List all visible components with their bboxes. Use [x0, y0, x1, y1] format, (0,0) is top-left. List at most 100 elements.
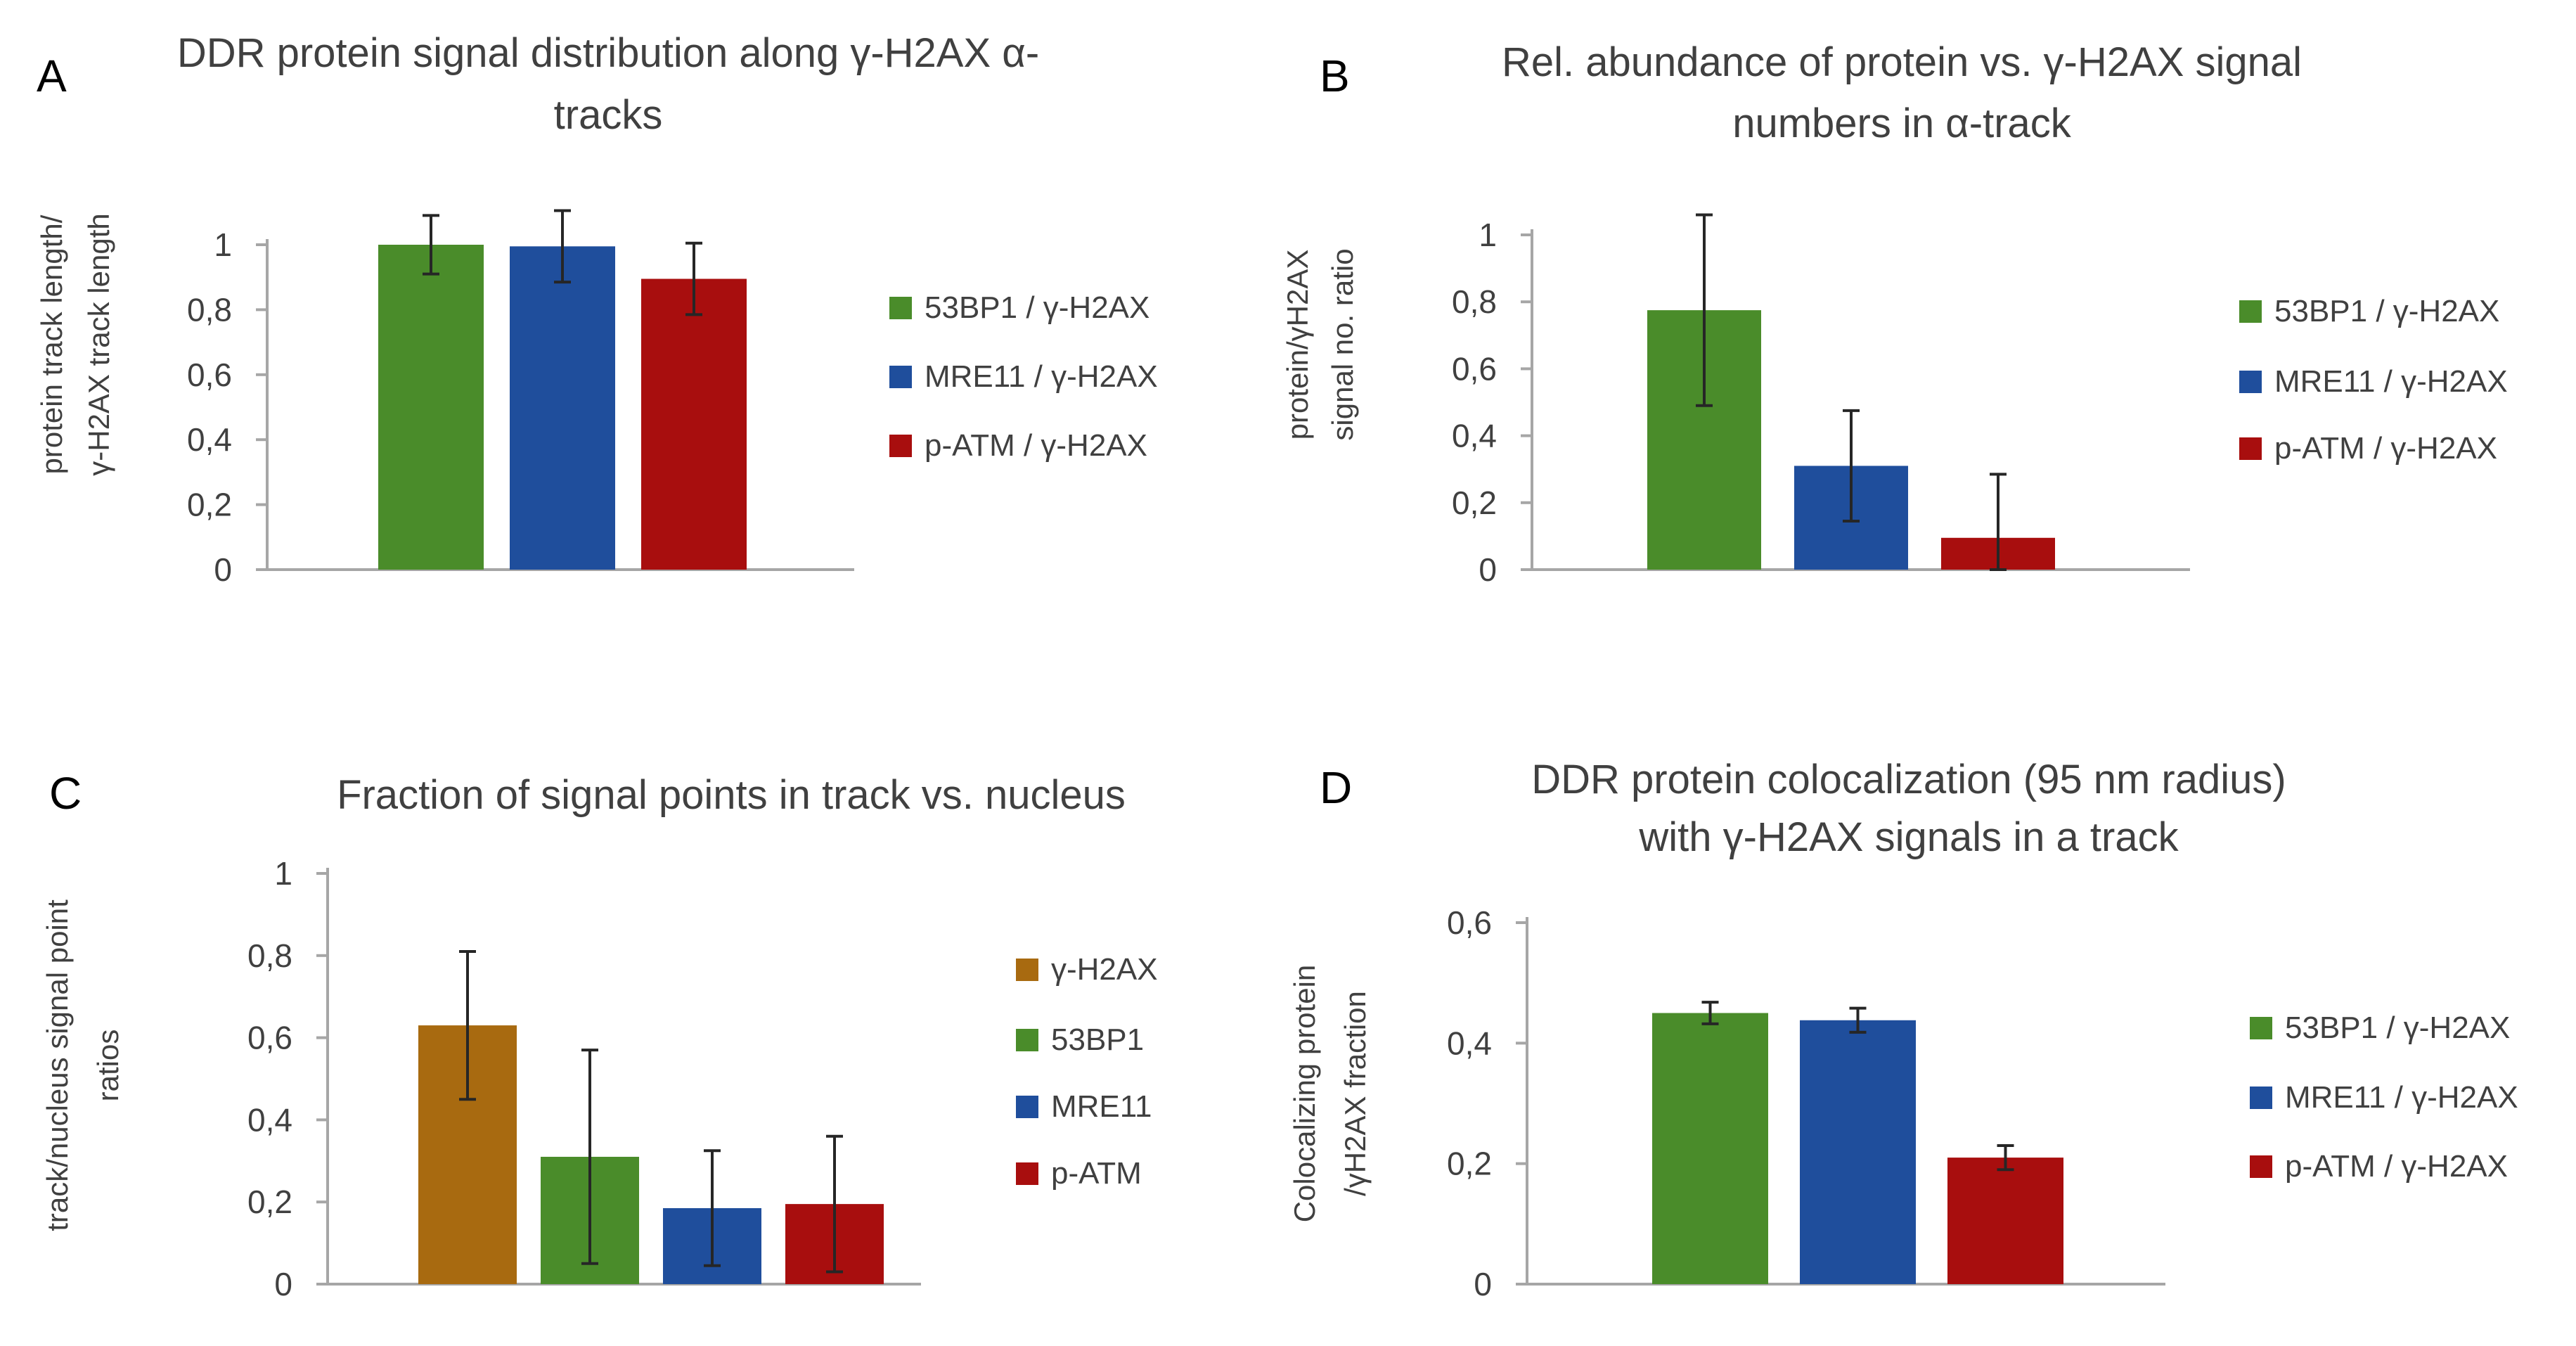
legend-entry: MRE11: [1016, 1089, 1152, 1124]
bar: [1652, 1013, 1768, 1284]
y-axis-label: signal no. ratio: [1326, 248, 1359, 440]
legend-label: p-ATM / γ-H2AX: [2285, 1149, 2508, 1184]
y-tick-label: 0: [274, 1266, 292, 1302]
legend-entry: 53BP1 / γ-H2AX: [2239, 294, 2499, 328]
y-tick-label: 0,6: [187, 357, 232, 393]
error-bar: [459, 949, 476, 1101]
legend-entry: 53BP1: [1016, 1023, 1144, 1057]
error-bar: [1696, 213, 1713, 407]
error-bar: [1843, 409, 1860, 523]
y-tick-label: 0,2: [1447, 1146, 1492, 1182]
y-tick-label: 0,4: [1452, 418, 1497, 454]
bar: [641, 278, 747, 570]
legend-entry: 53BP1 / γ-H2AX: [889, 290, 1149, 325]
y-axis-label: protein/γH2AX: [1281, 250, 1314, 440]
legend-swatch: [1016, 1096, 1038, 1118]
y-axis-label: /γH2AX fraction: [1339, 991, 1372, 1196]
legend-swatch: [1016, 959, 1038, 981]
panel-c: C Fraction of signal points in track vs. …: [41, 768, 1158, 1302]
legend-label: MRE11 / γ-H2AX: [925, 359, 1158, 394]
legend-label: MRE11 / γ-H2AX: [2285, 1080, 2518, 1115]
legend-label: p-ATM / γ-H2AX: [925, 428, 1147, 463]
chart-title: numbers in α-track: [1732, 101, 2072, 146]
legend-swatch: [2250, 1087, 2272, 1109]
panel-letter: A: [37, 51, 67, 101]
legend-swatch: [2239, 300, 2262, 323]
y-tick-label: 0: [1479, 551, 1497, 588]
chart-title: with γ-H2AX signals in a track: [1638, 814, 2179, 860]
legend-swatch: [2250, 1155, 2272, 1178]
legend-label: 53BP1 / γ-H2AX: [925, 290, 1149, 325]
bar: [378, 245, 484, 570]
y-tick-label: 0,2: [247, 1184, 292, 1220]
y-tick-label: 0,8: [187, 291, 232, 328]
y-tick-label: 0: [1474, 1266, 1492, 1302]
error-bar: [1849, 1006, 1867, 1034]
legend-swatch: [889, 366, 912, 388]
y-tick-label: 0,2: [1452, 485, 1497, 521]
legend-entry: MRE11 / γ-H2AX: [2239, 364, 2508, 399]
error-bar: [423, 214, 439, 276]
legend-entry: p-ATM / γ-H2AX: [889, 428, 1147, 463]
bar: [510, 246, 615, 570]
error-bar: [554, 209, 571, 284]
y-tick-label: 0,6: [1447, 904, 1492, 941]
chart-title: Rel. abundance of protein vs. γ-H2AX sig…: [1502, 39, 2302, 85]
legend-swatch: [2239, 371, 2262, 393]
y-tick-label: 0,4: [1447, 1025, 1492, 1061]
y-tick-label: 1: [1479, 217, 1497, 253]
legend-swatch: [1016, 1162, 1038, 1185]
chart-title: tracks: [554, 92, 663, 138]
y-tick-label: 0,4: [187, 421, 232, 458]
legend-swatch: [889, 297, 912, 319]
y-tick-label: 0: [214, 551, 232, 588]
y-tick-label: 0,4: [247, 1101, 292, 1138]
legend-entry: MRE11 / γ-H2AX: [889, 359, 1158, 394]
panel-b: B Rel. abundance of protein vs. γ-H2AX si…: [1281, 39, 2508, 588]
error-bar: [704, 1149, 721, 1267]
chart-title: DDR protein signal distribution along γ-…: [177, 30, 1039, 76]
legend-label: MRE11: [1051, 1089, 1152, 1124]
y-tick-label: 1: [274, 855, 292, 892]
bar: [1800, 1020, 1916, 1284]
panel-letter: B: [1320, 51, 1350, 101]
y-tick-label: 0,8: [1452, 283, 1497, 320]
legend-entry: γ-H2AX: [1016, 952, 1158, 987]
y-axis-label: γ-H2AX track length: [82, 213, 115, 476]
error-bar: [1701, 1001, 1719, 1025]
legend-label: MRE11 / γ-H2AX: [2274, 364, 2508, 399]
y-tick-label: 0,6: [1452, 350, 1497, 387]
panel-a: A DDR protein signal distribution along γ…: [35, 30, 1158, 588]
error-bar: [581, 1049, 598, 1265]
y-tick-label: 0,2: [187, 487, 232, 523]
bar: [1947, 1158, 2063, 1284]
legend-entry: p-ATM / γ-H2AX: [2239, 431, 2497, 466]
y-axis-label: track/nucleus signal point: [41, 899, 74, 1231]
panel-letter: D: [1320, 762, 1352, 813]
legend-entry: p-ATM: [1016, 1156, 1142, 1191]
y-tick-label: 0,6: [247, 1020, 292, 1056]
error-bar: [685, 241, 702, 316]
error-bar: [826, 1134, 843, 1274]
legend-label: 53BP1 / γ-H2AX: [2274, 294, 2499, 328]
legend-entry: MRE11 / γ-H2AX: [2250, 1080, 2518, 1115]
chart-title: Fraction of signal points in track vs. n…: [337, 772, 1126, 818]
error-bar: [1997, 1143, 2014, 1172]
legend-label: γ-H2AX: [1051, 952, 1158, 987]
legend-swatch: [1016, 1029, 1038, 1051]
legend-entry: p-ATM / γ-H2AX: [2250, 1149, 2508, 1184]
y-axis-label: Colocalizing protein: [1288, 965, 1321, 1223]
legend-label: p-ATM / γ-H2AX: [2274, 431, 2497, 466]
legend-swatch: [2250, 1017, 2272, 1039]
legend-entry: 53BP1 / γ-H2AX: [2250, 1011, 2510, 1045]
y-axis-label: protein track length/: [35, 214, 68, 474]
y-tick-label: 1: [214, 226, 232, 263]
chart-title: DDR protein colocalization (95 nm radius…: [1531, 757, 2286, 802]
legend-swatch: [889, 435, 912, 457]
panel-letter: C: [49, 768, 82, 819]
legend-label: p-ATM: [1051, 1156, 1142, 1191]
panel-d: D DDR protein colocalization (95 nm radiu…: [1288, 757, 2518, 1302]
error-bar: [1990, 473, 2007, 571]
y-tick-label: 0,8: [247, 937, 292, 974]
